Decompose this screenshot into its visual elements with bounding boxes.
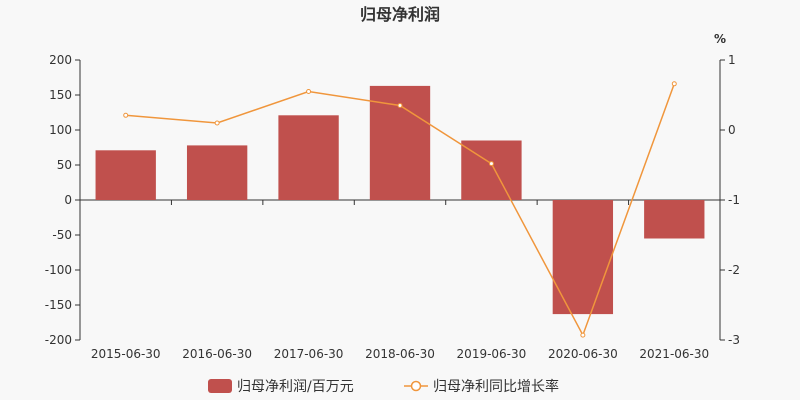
left-axis-tick-label: -200 [45,333,72,347]
line-point[interactable] [580,332,586,338]
bar[interactable] [644,200,705,239]
line-series [123,81,677,338]
x-axis-tick-label: 2021-06-30 [639,347,709,361]
left-axis-tick-label: 200 [49,53,72,67]
bar[interactable] [95,150,156,200]
line-point[interactable] [488,161,494,167]
right-axis-tick-label: -1 [728,193,740,207]
bar[interactable] [186,145,248,200]
bar[interactable] [278,115,339,200]
x-axis-tick-label: 2015-06-30 [91,347,161,361]
legend[interactable]: 归母净利润/百万元 归母净利同比增长率 [208,378,559,395]
legend-bar-swatch[interactable] [208,379,232,393]
bar[interactable] [552,200,614,315]
legend-line-marker[interactable] [410,380,422,392]
right-axis-tick-label: -2 [728,263,740,277]
chart-title: 归母净利润 [360,5,440,24]
axes: 200 150 100 50 0 -50 -100 -150 -200 1 0 -1 -2 -3 [45,53,740,347]
left-axis-tick-label: 150 [49,88,72,102]
x-axis-tick-label: 2020-06-30 [548,347,618,361]
left-axis-tick-label: -150 [45,298,72,312]
left-axis-tick-label: 100 [49,123,72,137]
x-axis-tick-label: 2016-06-30 [182,347,252,361]
right-axis-tick-label: 1 [728,53,736,67]
line-point[interactable] [671,81,677,87]
left-axis-tick-label: -50 [52,228,72,242]
legend-bar-label[interactable]: 归母净利润/百万元 [237,378,354,395]
x-axis-tick-label: 2018-06-30 [365,347,435,361]
line-point[interactable] [306,89,312,94]
x-axis-ticks: 2015-06-30 2016-06-30 2017-06-30 2018-06-30… [79,200,721,361]
line-point[interactable] [397,103,403,108]
left-axis-tick-label: 0 [64,193,72,207]
bar-series [95,85,705,315]
left-axis-tick-label: -100 [45,263,72,277]
right-axis-unit: % [714,32,726,46]
right-axis-tick-label: 0 [728,123,736,137]
line-point[interactable] [214,120,220,126]
line-point[interactable] [123,112,129,118]
x-axis-tick-label: 2019-06-30 [457,347,527,361]
legend-line-label[interactable]: 归母净利同比增长率 [433,378,559,395]
left-axis-tick-label: 50 [57,158,72,172]
right-axis-tick-label: -3 [728,333,740,347]
x-axis-tick-label: 2017-06-30 [274,347,344,361]
